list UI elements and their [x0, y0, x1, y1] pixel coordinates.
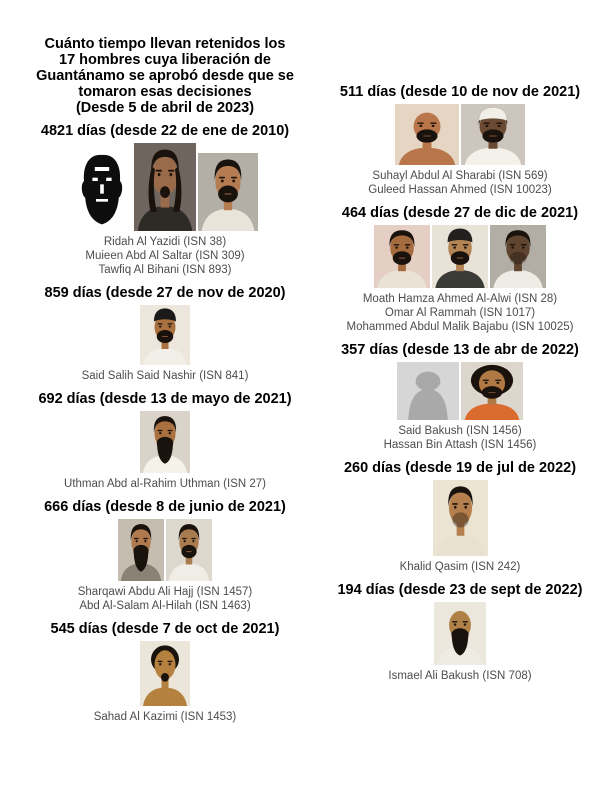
photo-guleed-hassan-ahmed: [461, 104, 525, 165]
detainee-caption: Hassan Bin Attash (ISN 1456): [383, 439, 537, 451]
photo-khalid-qasim: [432, 480, 488, 556]
photo-row: [323, 225, 597, 288]
detainee-group: 194 días (desde 23 de sept de 2022) Isma…: [323, 582, 597, 683]
photo-uthman-abd-al-rahim-uthman: [140, 411, 190, 473]
photo-sharqawi-abdu-ali-hajj: [118, 519, 164, 581]
photo-ridah-al-yazidi: [72, 151, 132, 231]
days-heading: 464 días (desde 27 de dic de 2021): [341, 205, 579, 221]
caption-list: Sahad Al Kazimi (ISN 1453): [15, 710, 315, 724]
caption-list: Said Bakush (ISN 1456) Hassan Bin Attash …: [323, 424, 597, 452]
caption-list: Ismael Ali Bakush (ISN 708): [323, 669, 597, 683]
detainee-caption: Guleed Hassan Ahmed (ISN 10023): [368, 184, 552, 196]
photo-row: [15, 641, 315, 706]
caption-list: Said Salih Said Nashir (ISN 841): [15, 369, 315, 383]
photo-row: [15, 519, 315, 581]
photo-moath-hamza-ahmed-al-alwi: [374, 225, 430, 288]
page-title: Cuánto tiempo llevan retenidos los 17 hom…: [15, 36, 315, 116]
days-heading: 511 días (desde 10 de nov de 2021): [339, 84, 581, 100]
caption-list: Uthman Abd al-Rahim Uthman (ISN 27): [15, 477, 315, 491]
photo-tawfiq-al-bihani: [198, 153, 258, 231]
title-line: tomaron esas decisiones: [78, 84, 252, 100]
detainee-group: 666 días (desde 8 de junio de 2021) Shar…: [15, 499, 315, 613]
days-heading: 4821 días (desde 22 de ene de 2010): [40, 123, 290, 139]
detainee-caption: Said Bakush (ISN 1456): [398, 425, 522, 437]
photo-row: [323, 480, 597, 556]
detainee-caption: Abd Al-Salam Al-Hilah (ISN 1463): [79, 600, 251, 612]
detainee-caption: Moath Hamza Ahmed Al-Alwi (ISN 28): [362, 293, 558, 305]
photo-row: [15, 143, 315, 231]
title-line: Cuánto tiempo llevan retenidos los: [44, 36, 286, 52]
infographic-page: Cuánto tiempo llevan retenidos los 17 hom…: [15, 36, 597, 732]
detainee-caption: Uthman Abd al-Rahim Uthman (ISN 27): [64, 478, 266, 490]
photo-mohammed-abdul-malik-bajabu: [490, 225, 546, 288]
title-line: Guantánamo se aprobó desde que se: [36, 68, 294, 84]
detainee-caption: Mohammed Abdul Malik Bajabu (ISN 10025): [346, 321, 574, 333]
detainee-caption: Muieen Abd Al Saltar (ISN 309): [85, 250, 245, 262]
detainee-caption: Khalid Qasim (ISN 242): [399, 561, 521, 573]
detainee-caption: Ridah Al Yazidi (ISN 38): [103, 236, 227, 248]
detainee-group: 859 días (desde 27 de nov de 2020) Said …: [15, 285, 315, 383]
detainee-group: 357 días (desde 13 de abr de 2022) Said …: [323, 342, 597, 452]
detainee-caption: Said Salih Said Nashir (ISN 841): [81, 370, 249, 382]
detainee-group: 692 días (desde 13 de mayo de 2021) Uthm…: [15, 391, 315, 491]
photo-said-salih-said-nashir: [140, 305, 190, 365]
days-heading: 194 días (desde 23 de sept de 2022): [337, 582, 583, 598]
detainee-group: 545 días (desde 7 de oct de 2021) Sahad …: [15, 621, 315, 724]
days-heading: 545 días (desde 7 de oct de 2021): [50, 621, 280, 637]
photo-suhayl-abdul-al-sharabi: [395, 104, 459, 165]
photo-abd-al-salam-al-hilah: [166, 519, 212, 581]
title-line: (Desde 5 de abril de 2023): [75, 100, 255, 116]
detainee-caption: Suhayl Abdul Al Sharabi (ISN 569): [372, 170, 548, 182]
right-column: 511 días (desde 10 de nov de 2021) Suhay…: [323, 84, 597, 732]
caption-list: Sharqawi Abdu Ali Hajj (ISN 1457) Abd Al-…: [15, 585, 315, 613]
photo-said-bakush-silhouette: [397, 362, 459, 420]
photo-row: [15, 411, 315, 473]
days-heading: 666 días (desde 8 de junio de 2021): [44, 499, 286, 515]
days-heading: 260 días (desde 19 de jul de 2022): [343, 460, 577, 476]
photo-row: [323, 602, 597, 665]
caption-list: Ridah Al Yazidi (ISN 38) Muieen Abd Al Sa…: [15, 235, 315, 277]
detainee-group: 4821 días (desde 22 de ene de 2010) Rida…: [15, 123, 315, 277]
detainee-group: 464 días (desde 27 de dic de 2021) Moath…: [323, 205, 597, 334]
photo-row: [15, 305, 315, 365]
left-column: Cuánto tiempo llevan retenidos los 17 hom…: [15, 36, 315, 732]
days-heading: 357 días (desde 13 de abr de 2022): [341, 342, 579, 358]
detainee-caption: Sharqawi Abdu Ali Hajj (ISN 1457): [77, 586, 253, 598]
detainee-caption: Ismael Ali Bakush (ISN 708): [388, 670, 532, 682]
detainee-caption: Omar Al Rammah (ISN 1017): [384, 307, 536, 319]
photo-omar-al-rammah: [432, 225, 488, 288]
days-heading: 859 días (desde 27 de nov de 2020): [44, 285, 286, 301]
detainee-group: 260 días (desde 19 de jul de 2022) Khali…: [323, 460, 597, 574]
days-heading: 692 días (desde 13 de mayo de 2021): [38, 391, 292, 407]
caption-list: Khalid Qasim (ISN 242): [323, 560, 597, 574]
detainee-caption: Sahad Al Kazimi (ISN 1453): [93, 711, 237, 723]
caption-list: Suhayl Abdul Al Sharabi (ISN 569) Guleed …: [323, 169, 597, 197]
photo-row: [323, 362, 597, 420]
photo-muieen-abd-al-saltar: [134, 143, 196, 231]
photo-ismael-ali-bakush: [434, 602, 486, 665]
photo-hassan-bin-attash: [461, 362, 523, 420]
detainee-group: 511 días (desde 10 de nov de 2021) Suhay…: [323, 84, 597, 197]
detainee-caption: Tawfiq Al Bihani (ISN 893): [98, 264, 232, 276]
caption-list: Moath Hamza Ahmed Al-Alwi (ISN 28) Omar A…: [323, 292, 597, 334]
title-line: 17 hombres cuya liberación de: [59, 52, 271, 68]
photo-row: [323, 104, 597, 165]
photo-sahad-al-kazimi: [140, 641, 190, 706]
